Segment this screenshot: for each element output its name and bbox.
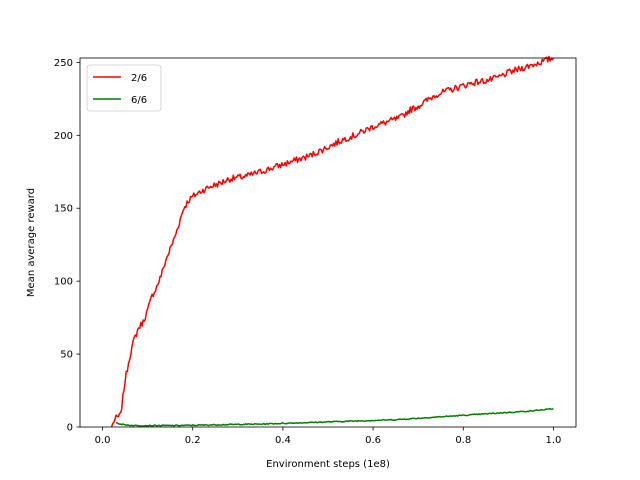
y-tick-label: 150 xyxy=(54,204,73,215)
y-tick-label: 50 xyxy=(60,350,73,361)
x-axis-label: Environment steps (1e8) xyxy=(266,459,390,470)
x-tick-label: 0.6 xyxy=(365,435,381,446)
x-tick-label: 0.0 xyxy=(95,435,111,446)
series-layer xyxy=(110,55,555,428)
plot-frame xyxy=(79,57,577,428)
x-tick-label: 0.2 xyxy=(185,435,201,446)
series-line-0 xyxy=(110,55,555,428)
y-tick-label: 0 xyxy=(67,423,73,434)
y-tick-label: 250 xyxy=(54,58,73,69)
y-tick-label: 100 xyxy=(54,277,73,288)
x-ticks: 0.0 0.2 0.4 0.6 0.8 1.0 xyxy=(95,427,562,446)
legend: 2/6 6/6 xyxy=(86,64,162,112)
series-line-1 xyxy=(115,407,554,427)
y-axis-label: Mean average reward xyxy=(26,188,37,297)
legend-label-series-1: 6/6 xyxy=(131,95,147,106)
x-tick-label: 1.0 xyxy=(546,435,562,446)
x-tick-label: 0.8 xyxy=(455,435,471,446)
y-tick-label: 200 xyxy=(54,131,73,142)
legend-label-series-0: 2/6 xyxy=(131,73,147,84)
x-tick-label: 0.4 xyxy=(275,435,291,446)
y-ticks: 0 50 100 150 200 250 xyxy=(54,58,80,434)
legend-box xyxy=(86,64,162,112)
axes-layer xyxy=(79,57,577,428)
